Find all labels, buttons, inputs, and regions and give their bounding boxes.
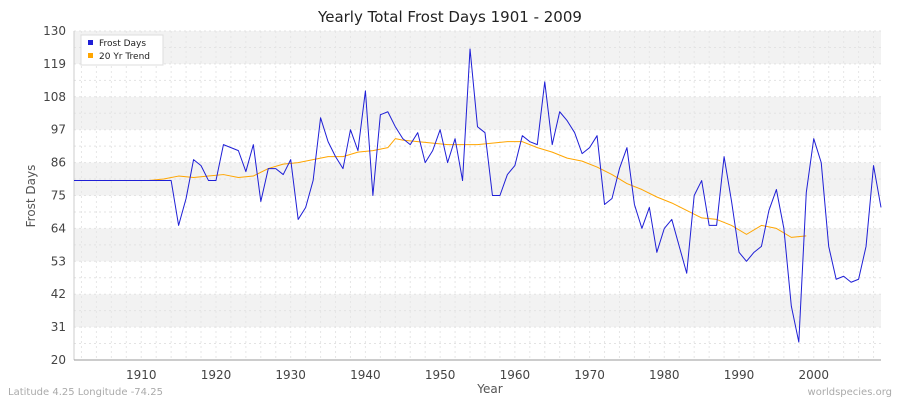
legend-label-frost-days: Frost Days — [99, 39, 146, 49]
legend-label-trend: 20 Yr Trend — [99, 52, 150, 62]
x-tick-label: 1940 — [350, 368, 381, 382]
trend-series — [148, 138, 807, 238]
y-tick-label: 31 — [51, 320, 66, 334]
x-tick-label: 2000 — [798, 368, 829, 382]
y-tick-label: 53 — [51, 254, 66, 268]
plot-band — [74, 63, 881, 97]
y-tick-label: 130 — [43, 24, 66, 38]
y-axis-label: Frost Days — [24, 165, 38, 228]
y-tick-label: 119 — [43, 57, 66, 71]
chart-title: Yearly Total Frost Days 1901 - 2009 — [317, 8, 582, 26]
footer-source: worldspecies.org — [808, 387, 892, 398]
grid — [73, 30, 881, 361]
plot-band — [74, 327, 881, 360]
y-tick-label: 108 — [43, 90, 66, 104]
legend-box — [80, 34, 164, 66]
x-tick-label: 1910 — [126, 368, 157, 382]
legend-swatch-trend — [88, 53, 93, 58]
y-tick-label: 42 — [51, 287, 66, 301]
y-tick-label: 20 — [51, 353, 66, 367]
x-tick-label: 1980 — [649, 368, 680, 382]
y-tick-label: 97 — [51, 123, 66, 137]
plot-band — [74, 261, 881, 295]
x-tick-label: 1960 — [500, 368, 531, 382]
x-axis-label: Year — [476, 382, 502, 396]
footer-location: Latitude 4.25 Longitude -74.25 — [8, 387, 163, 398]
plot-band — [74, 195, 881, 229]
y-tick-label: 86 — [51, 156, 66, 170]
x-tick-label: 1990 — [724, 368, 755, 382]
x-tick-label: 1930 — [275, 368, 306, 382]
plot-band — [74, 162, 881, 196]
plot-band — [74, 31, 881, 64]
frost-days-line — [74, 48, 882, 343]
trend-line — [148, 138, 807, 238]
x-tick-labels: 1910 1920 1930 1940 1950 1960 1970 1980 1990 2000 — [126, 368, 829, 382]
y-tick-labels: 20 31 42 53 64 75 86 97 108 119 130 — [43, 24, 66, 367]
plot-band — [74, 294, 881, 328]
x-tick-label: 1950 — [425, 368, 456, 382]
frost-days-series — [74, 48, 882, 343]
legend: Frost Days 20 Yr Trend — [80, 34, 164, 66]
y-tick-label: 64 — [51, 221, 66, 235]
plot-band — [74, 129, 881, 163]
x-tick-label: 1970 — [574, 368, 605, 382]
y-tick-label: 75 — [51, 189, 66, 203]
legend-swatch-frost-days — [88, 40, 93, 45]
x-tick-label: 1920 — [201, 368, 232, 382]
